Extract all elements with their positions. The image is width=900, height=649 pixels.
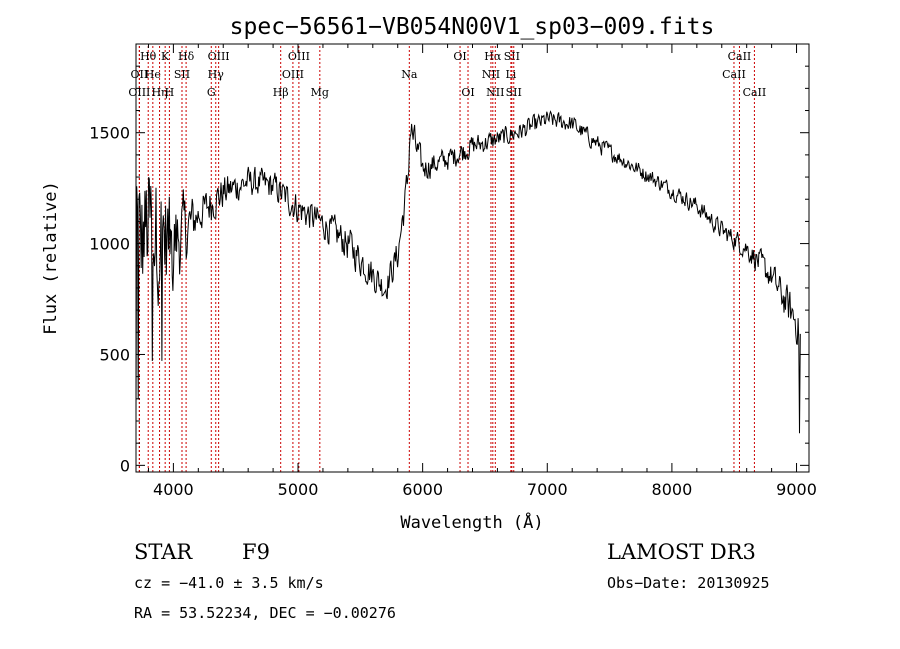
x-tick-label: 9000 [776,480,817,499]
observation-date: Obs−Date: 20130925 [607,574,770,592]
line-marker-label: Na [401,68,418,81]
x-tick-label: 6000 [402,480,443,499]
x-tick-label: 5000 [278,480,319,499]
line-marker-label: Hα [484,50,502,63]
line-marker-label: NII [486,86,504,99]
line-marker-label: OI [461,86,474,99]
axis-ticks: 4000 5000 6000 7000 8000 9000 0 500 1000 1500 [89,44,817,499]
redshift-value: cz = −41.0 ± 3.5 km/s [134,574,324,592]
line-marker-label: CaII [728,50,752,63]
x-tick-label: 8000 [652,480,693,499]
line-marker-label: Hγ [208,68,225,81]
line-marker-label: K [161,50,170,63]
x-tick-label: 7000 [527,480,568,499]
y-tick-label: 1000 [89,235,130,254]
line-marker-label: CaII [722,68,746,81]
plot-frame [135,43,810,473]
line-marker-label: Hη [151,86,167,99]
line-marker-label: OIII [208,50,230,63]
line-marker-label: Li [505,68,516,81]
y-tick-label: 0 [120,456,130,475]
line-marker-label: Hδ [178,50,195,63]
y-axis-label: Flux (relative) [41,181,61,335]
y-tick-label: 1500 [89,124,130,143]
line-marker-label: Mg [311,86,329,99]
line-marker-label: OIII [282,68,304,81]
x-axis-label: Wavelength (Å) [400,511,543,533]
line-marker-label: G [207,86,216,99]
line-marker-label: OIII [288,50,310,63]
line-marker-label: H [165,86,175,99]
y-tick-label: 500 [99,345,130,364]
object-class: STAR [134,540,193,564]
line-marker-label: Hβ [273,86,289,99]
line-marker-label: SII [506,86,522,99]
chart-title: spec−56561−VB054N00V1_sp03−009.fits [230,14,715,40]
line-marker-label: SII [504,50,520,63]
spectrum-line [135,110,801,434]
line-marker-label: SII [174,68,190,81]
line-marker-label: He [145,68,161,81]
line-marker-label: Hθ [140,50,157,63]
line-marker-label: CaII [743,86,767,99]
survey-name: LAMOST DR3 [607,540,756,564]
line-marker-label: OIII [128,86,150,99]
x-tick-label: 4000 [153,480,194,499]
coordinates: RA = 53.52234, DEC = −0.00276 [134,604,396,622]
line-marker-label: OI [453,50,466,63]
spectral-subclass: F9 [242,540,270,564]
line-marker-label: NII [482,68,500,81]
